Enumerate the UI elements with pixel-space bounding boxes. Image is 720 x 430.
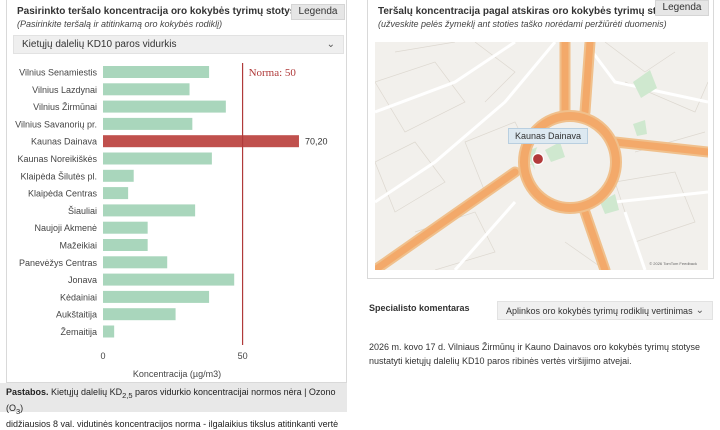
station-map[interactable]: © 2026 TomTom Feedback Kaunas Dainava: [375, 42, 708, 270]
map-credit: © 2026 TomTom Feedback: [649, 261, 697, 266]
data-label: 70,20: [305, 137, 328, 147]
category-label: Aukštaitija: [56, 310, 97, 320]
right-panel: Teršalų koncentracija pagal atskiras oro…: [367, 0, 714, 279]
x-axis-label: Koncentracija (µg/m3): [133, 369, 221, 379]
left-panel: Pasirinkto teršalo koncentracija oro kok…: [6, 0, 347, 383]
pollutant-select-value: Kietųjų dalelių KD10 paros vidurkis: [22, 39, 177, 50]
station-tooltip: Kaunas Dainava: [508, 128, 589, 144]
bar[interactable]: [103, 256, 168, 269]
concentration-bar-chart: Vilnius Senamiestis Vilnius Lazdynai Vilni…: [15, 63, 328, 379]
left-panel-subtitle: (Pasirinkite teršalą ir atitinkamą oro k…: [17, 19, 223, 29]
notes-line1-a: Kietųjų dalelių KD: [48, 387, 123, 397]
category-label: Panevėžys Centras: [19, 258, 98, 268]
chevron-down-icon: ⌄: [695, 305, 704, 316]
bar[interactable]: [103, 135, 299, 148]
bar[interactable]: [103, 187, 129, 200]
category-label: Klaipėda Centras: [28, 189, 98, 199]
category-label: Naujoji Akmenė: [34, 223, 97, 233]
category-label: Mažeikiai: [59, 241, 97, 251]
category-label: Šiauliai: [68, 206, 97, 216]
category-label: Vilnius Žirmūnai: [33, 102, 97, 112]
bar[interactable]: [103, 325, 115, 338]
assessment-select[interactable]: Aplinkos oro kokybės tyrimų rodiklių ver…: [497, 301, 713, 320]
bar[interactable]: [103, 239, 148, 251]
category-label: Vilnius Lazdynai: [32, 85, 97, 95]
category-label: Kėdainiai: [60, 292, 97, 302]
bar[interactable]: [103, 100, 226, 113]
legend-button[interactable]: Legenda: [291, 4, 345, 20]
category-label: Kaunas Noreikiškės: [17, 154, 97, 164]
right-panel-title: Teršalų koncentracija pagal atskiras oro…: [378, 6, 675, 17]
notes-line1-c: ): [20, 402, 24, 413]
category-label: Klaipėda Šilutės pl.: [20, 171, 97, 181]
x-tick-label: 50: [238, 351, 248, 361]
notes-line2: didžiausios 8 val. vidutinės koncentraci…: [6, 418, 339, 429]
category-label: Žemaitija: [60, 327, 97, 337]
notes-box: Pastabos. Kietųjų dalelių KD2,5 paros vi…: [0, 383, 347, 429]
category-label: Jonava: [68, 275, 97, 285]
norm-label: Norma: 50: [249, 67, 297, 79]
x-tick-label: 0: [100, 351, 105, 361]
station-marker[interactable]: [531, 152, 545, 166]
notes-line1-b: paros vidurkio koncentracijai normos nėr…: [6, 387, 336, 413]
bar[interactable]: [103, 117, 193, 130]
bar[interactable]: [103, 66, 210, 78]
bar[interactable]: [103, 308, 176, 321]
chevron-down-icon: ⌄: [326, 39, 335, 50]
bar[interactable]: [103, 152, 212, 165]
category-label: Vilnius Savanorių pr.: [15, 119, 97, 129]
bar[interactable]: [103, 221, 148, 234]
right-panel-subtitle: (užveskite pelės žymeklį ant stoties taš…: [378, 19, 667, 29]
notes-label: Pastabos.: [6, 387, 49, 397]
notes-sub-b: 3: [16, 406, 21, 416]
left-panel-title: Pasirinkto teršalo koncentracija oro kok…: [17, 6, 301, 17]
specialist-comment-text: 2026 m. kovo 17 d. Vilniaus Žirmūnų ir K…: [369, 342, 700, 366]
bar[interactable]: [103, 290, 210, 303]
bar[interactable]: [103, 273, 235, 286]
map-legend-button[interactable]: Legenda: [655, 0, 709, 16]
bar[interactable]: [103, 83, 190, 96]
assessment-select-value: Aplinkos oro kokybės tyrimų rodiklių ver…: [506, 306, 693, 316]
pollutant-select[interactable]: Kietųjų dalelių KD10 paros vidurkis ⌄: [13, 35, 344, 54]
map-canvas: © 2026 TomTom Feedback: [375, 42, 708, 270]
notes-sub-a: 2,5: [122, 390, 133, 400]
category-label: Vilnius Senamiestis: [19, 68, 97, 78]
bar[interactable]: [103, 204, 196, 217]
bar[interactable]: [103, 169, 134, 182]
specialist-comment-label: Specialisto komentaras: [369, 303, 470, 313]
category-label: Kaunas Dainava: [31, 137, 97, 147]
